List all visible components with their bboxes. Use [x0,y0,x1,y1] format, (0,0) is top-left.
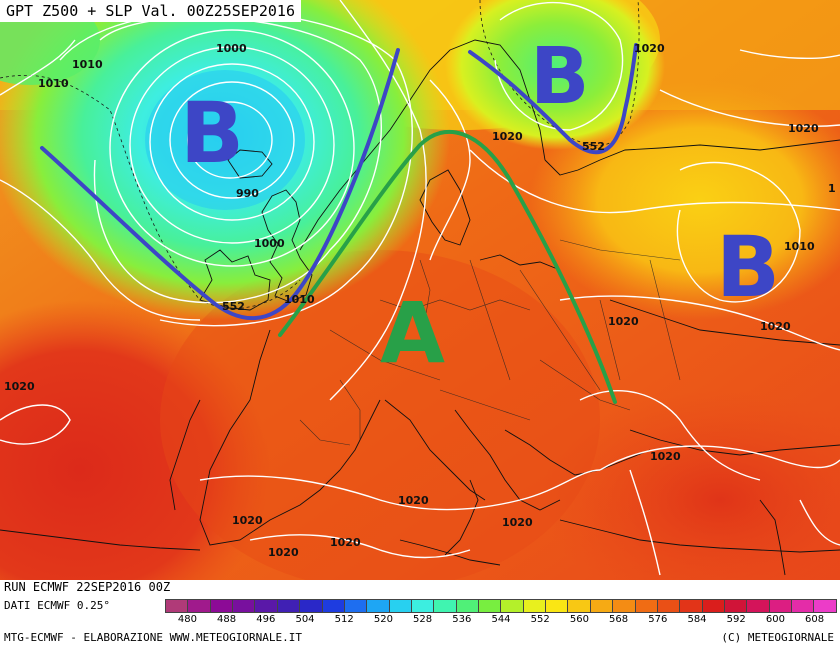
color-scale-tick: 480 [177,614,197,625]
isobar-labels: 1000 1010 1010 990 1000 552 1010 1020 10… [4,42,836,559]
color-scale-swatch [546,600,569,612]
color-scale-tick: 528 [413,614,433,625]
color-scale-tick: 544 [491,614,511,625]
color-scale-swatch [613,600,636,612]
isobar-label: 1020 [330,536,361,549]
color-scale-swatch [233,600,256,612]
color-scale-swatch [680,600,703,612]
color-scale-tick: 608 [805,614,825,625]
map-title: GPT Z500 + SLP Val. 00Z25SEP2016 [0,0,301,22]
low-pressure-center-russia: B [716,218,780,316]
trough-axis-scandinavia [468,43,638,155]
isobar-label: 1020 [502,516,533,529]
color-scale-swatch [501,600,524,612]
color-scale-tick: 584 [687,614,707,625]
data-source: DATI ECMWF 0.25° [4,599,110,612]
color-scale-tick: 552 [530,614,550,625]
color-scale-tick: 600 [765,614,785,625]
isobar-label: 1020 [4,380,35,393]
color-scale-swatch [434,600,457,612]
color-scale-tick: 592 [726,614,746,625]
isobar-label: 1 [828,182,836,195]
isobar-label: 552 [222,300,245,313]
isobar-label: 1010 [38,77,69,90]
color-scale-swatch [166,600,189,612]
red-area-southeast [540,390,840,580]
color-scale-swatch [300,600,323,612]
color-scale-swatch [590,600,614,612]
isobar-label: 1020 [232,514,263,527]
color-scale-swatch [411,600,435,612]
high-pressure-center: A [380,284,445,382]
deep-orange-center [160,250,600,580]
color-scale-tick: 560 [569,614,589,625]
color-scale-tick: 576 [648,614,668,625]
country-borders [299,239,681,446]
isobar-label: 1000 [254,237,285,250]
color-scale-swatch [769,600,793,612]
color-scale-tick: 520 [373,614,393,625]
color-scale-swatch [344,600,368,612]
isobar-label: 1020 [634,42,665,55]
color-scale-tick: 568 [609,614,629,625]
color-scale-swatch [255,600,278,612]
color-scale-swatch [188,600,211,612]
isobar-label: 1020 [608,315,639,328]
isobar-label: 1020 [268,546,299,559]
color-scale-bar [165,599,837,613]
low-pressure-center-scandinavia: B [530,32,589,122]
isobar-label: 1010 [784,240,815,253]
scandinavian-low-field [445,0,665,150]
color-scale-swatch [657,600,681,612]
color-scale-swatch [724,600,748,612]
isobar-label: 1020 [760,320,791,333]
low-pressure-center-atlantic: B [180,84,244,182]
elaboration-credit: MTG-ECMWF - ELABORAZIONE WWW.METEOGIORNA… [4,631,303,644]
color-scale-swatch [322,600,345,612]
isobar-label: 1020 [492,130,523,143]
color-scale-tick: 512 [334,614,354,625]
color-scale-swatch [210,600,234,612]
color-scale-swatch [814,600,836,612]
color-scale-swatch [456,600,480,612]
color-scale-swatch [568,600,591,612]
yellow-area-east [530,80,840,320]
isobar-label: 1020 [398,494,429,507]
atlantic-low-core [145,70,305,210]
isoline-552-dashed [0,75,301,309]
isobar-label: 1020 [650,450,681,463]
map-footer: RUN ECMWF 22SEP2016 00Z DATI ECMWF 0.25°… [0,580,840,648]
ridge-axis [278,129,617,404]
coastlines [0,39,840,576]
isobar-label: 1010 [284,293,315,306]
color-scale-swatch [523,600,547,612]
color-scale-tick: 504 [295,614,315,625]
color-scale-swatch [747,600,770,612]
copyright: (C) METEOGIORNALE [721,631,834,644]
isoline-552-dashed-north [479,0,640,146]
color-scale-swatch [635,600,658,612]
color-scale-tick: 536 [452,614,472,625]
isobar-label: 552 [582,140,605,153]
isobar-label: 990 [236,187,259,200]
run-info: RUN ECMWF 22SEP2016 00Z [4,580,171,594]
geopotential-map: 1000 1010 1010 990 1000 552 1010 1020 10… [0,0,840,580]
color-scale-ticks: 480 488 496 504 512 520 528 536 544 552 560 568 576 5… [165,614,837,628]
color-scale-swatch [389,600,412,612]
color-scale-swatch [479,600,502,612]
color-scale-tick: 488 [217,614,237,625]
color-scale-swatch [702,600,725,612]
color-scale-swatch [277,600,301,612]
trough-axis-atlantic [40,48,400,321]
color-scale-swatch [792,600,815,612]
color-scale-tick: 496 [256,614,276,625]
color-scale-swatch [367,600,390,612]
isobar-label: 1020 [788,122,819,135]
isobar-label: 1000 [216,42,247,55]
red-area-southwest [0,300,270,580]
isobar-label: 1010 [72,58,103,71]
